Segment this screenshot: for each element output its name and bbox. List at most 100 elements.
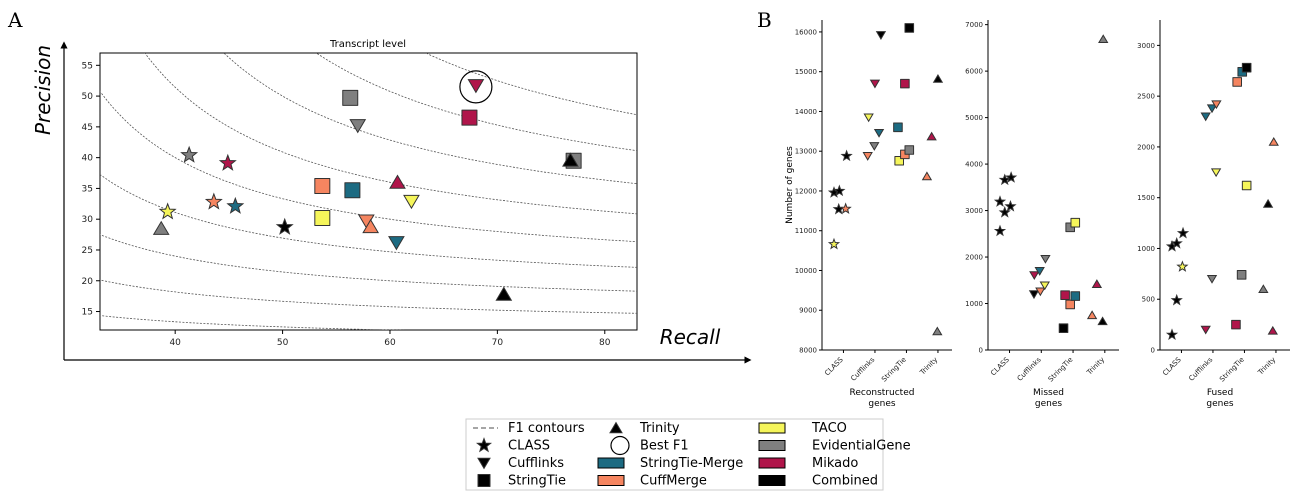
y-tick-label: 50 [82, 92, 94, 102]
data-point [1268, 136, 1279, 146]
data-point [1200, 325, 1211, 335]
data-point [1258, 284, 1269, 294]
x-tick-label: Trinity [918, 356, 939, 377]
y-tick-label: 1000 [965, 300, 983, 308]
legend-item: Trinity [609, 421, 680, 436]
legend-label: StringTie [508, 474, 566, 489]
f1-contour-line [100, 315, 407, 330]
x-tick-label: Cufflinks [849, 356, 876, 383]
data-point [863, 113, 874, 123]
legend-item: StringTie [477, 474, 566, 489]
data-point [467, 79, 485, 94]
subplot-1: 8000 9000 10000 11000 12000 13000 14000 15000 16… [785, 20, 952, 409]
data-point [1170, 236, 1183, 249]
x-tick-label: StringTie [1047, 356, 1075, 384]
data-points [152, 79, 582, 301]
y-axis-label: Number of genes [785, 146, 795, 224]
data-point [993, 224, 1007, 237]
legend-label: Cufflinks [508, 456, 564, 471]
legend-item: Combined [758, 474, 878, 489]
y-tick-label: 7000 [965, 21, 983, 29]
data-point [562, 152, 579, 167]
f1-contour-line [223, 53, 637, 185]
y-axis-label: Precision [31, 45, 55, 135]
data-point [349, 119, 367, 134]
y-tick-label: 30 [82, 215, 94, 225]
data-point [1241, 62, 1252, 73]
data-point [921, 171, 933, 181]
y-tick-label: 15000 [795, 68, 817, 76]
data-point [1165, 328, 1179, 340]
y-tick-label: 2000 [1137, 143, 1155, 151]
data-point [1058, 323, 1069, 333]
gene-count-panels: 8000900010000110001200013000140001500016… [785, 20, 1290, 409]
data-point [1060, 290, 1070, 300]
data-point [1086, 310, 1098, 320]
data-point [1005, 171, 1018, 183]
data-point [1097, 316, 1108, 326]
x-axis-label: Missed genes [1033, 388, 1064, 409]
y-tick-label: 1000 [1137, 245, 1155, 253]
data-point [900, 78, 910, 89]
data-point [495, 286, 513, 301]
data-point [1029, 271, 1040, 281]
f1-contour-line [100, 174, 637, 268]
f1-contour-line [315, 53, 637, 152]
best-f1-marker [459, 70, 493, 104]
f1-contours [100, 53, 637, 330]
axis-ticks: 40 50 60 70 80 15 20 25 30 35 40 45 50 55 [82, 61, 611, 348]
legend-item: TACO [758, 421, 847, 436]
data-point [998, 205, 1011, 218]
legend: F1 contours CLASS Cufflinks StringTie Trinit… [465, 418, 911, 491]
y-tick-label: 45 [82, 123, 93, 133]
legend-swatch-icon [758, 475, 786, 486]
y-tick-label: 4000 [965, 161, 983, 169]
x-tick-label: CLASS [1161, 355, 1183, 377]
y-tick-label: 8000 [799, 347, 817, 355]
data-point [869, 142, 880, 151]
y-tick-label: 9000 [799, 307, 817, 315]
legend-item: Cufflinks [477, 456, 564, 471]
data-point [1065, 299, 1075, 310]
legend-star-icon [475, 437, 493, 453]
y-tick-label: 11000 [795, 227, 817, 235]
panel-label-a: A [7, 8, 23, 32]
y-tick-label: 40 [82, 154, 94, 164]
legend-tri-down-icon [477, 457, 491, 470]
data-point [1206, 104, 1218, 114]
legend-swatch-icon [597, 457, 625, 469]
y-tick-label: 2000 [965, 254, 983, 262]
x-tick-label: 40 [169, 338, 181, 348]
data-point [403, 194, 420, 210]
data-point [461, 109, 478, 126]
x-tick-label: Trinity [1256, 356, 1277, 377]
y-tick-label: 14000 [795, 108, 817, 116]
legend-label: Combined [812, 474, 878, 489]
data-point [1070, 291, 1081, 301]
x-tick-label: CLASS [823, 355, 845, 377]
y-tick-label: 0 [1151, 347, 1155, 355]
data-point [1206, 274, 1218, 284]
data-point [998, 173, 1011, 186]
panel-label-b: B [757, 8, 772, 32]
y-tick-label: 0 [979, 347, 983, 355]
data-point [1241, 180, 1252, 191]
data-point [1040, 254, 1051, 264]
data-point [1035, 287, 1046, 297]
y-tick-label: 6000 [965, 68, 983, 76]
legend-frame [465, 418, 884, 491]
data-point [1231, 319, 1241, 330]
y-tick-label: 2500 [1137, 93, 1155, 101]
data-point [1170, 293, 1183, 306]
data-point [1098, 34, 1109, 43]
legend-swatch-icon [758, 440, 786, 451]
data-point [904, 145, 915, 155]
data-point [314, 209, 331, 226]
data-point [1039, 281, 1050, 291]
data-point [152, 220, 170, 235]
legend-circle-icon [610, 435, 630, 456]
data-point [1210, 168, 1222, 178]
data-point [862, 152, 873, 161]
x-axis-label: Fused genes [1206, 388, 1233, 409]
